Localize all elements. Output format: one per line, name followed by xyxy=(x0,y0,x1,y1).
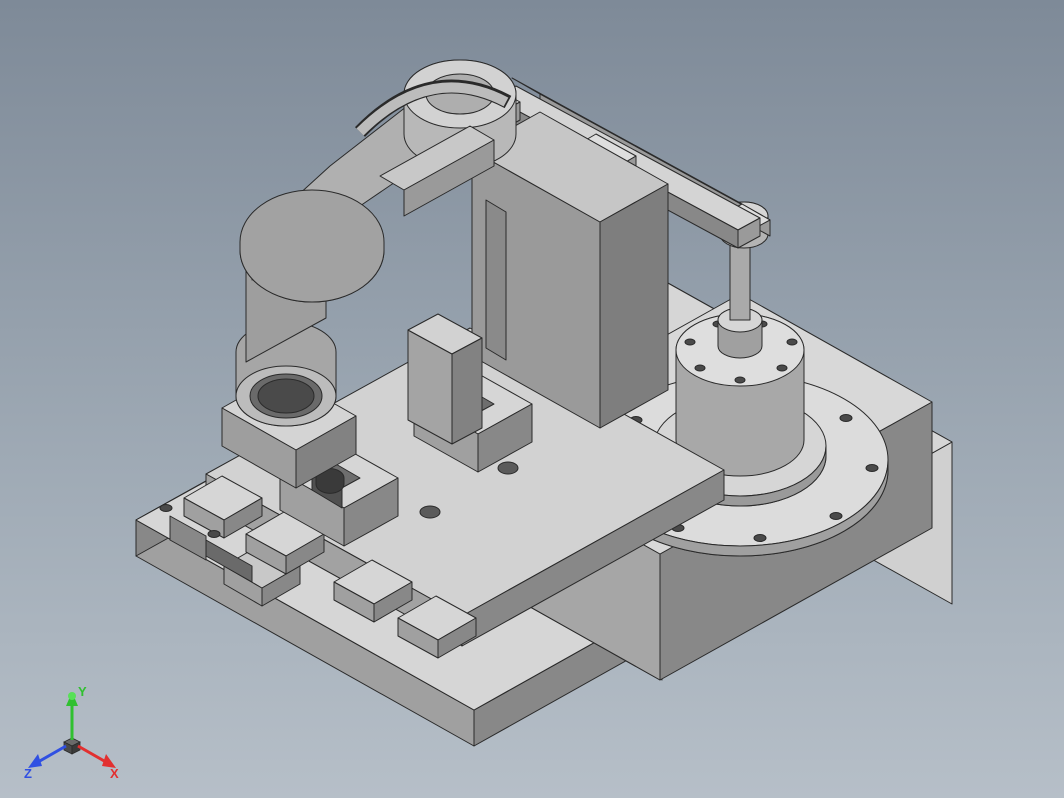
cad-model-render xyxy=(0,0,1064,798)
view-orientation-triad[interactable]: Y X Z xyxy=(22,684,122,784)
cad-viewport[interactable]: Y X Z xyxy=(0,0,1064,798)
triad-y-label: Y xyxy=(78,684,87,699)
triad-y-axis xyxy=(66,692,78,740)
triad-x-axis xyxy=(78,746,116,768)
triad-origin-cube xyxy=(64,738,80,754)
triad-x-label: X xyxy=(110,766,119,781)
triad-z-label: Z xyxy=(24,766,32,781)
triad-z-axis xyxy=(28,746,66,768)
